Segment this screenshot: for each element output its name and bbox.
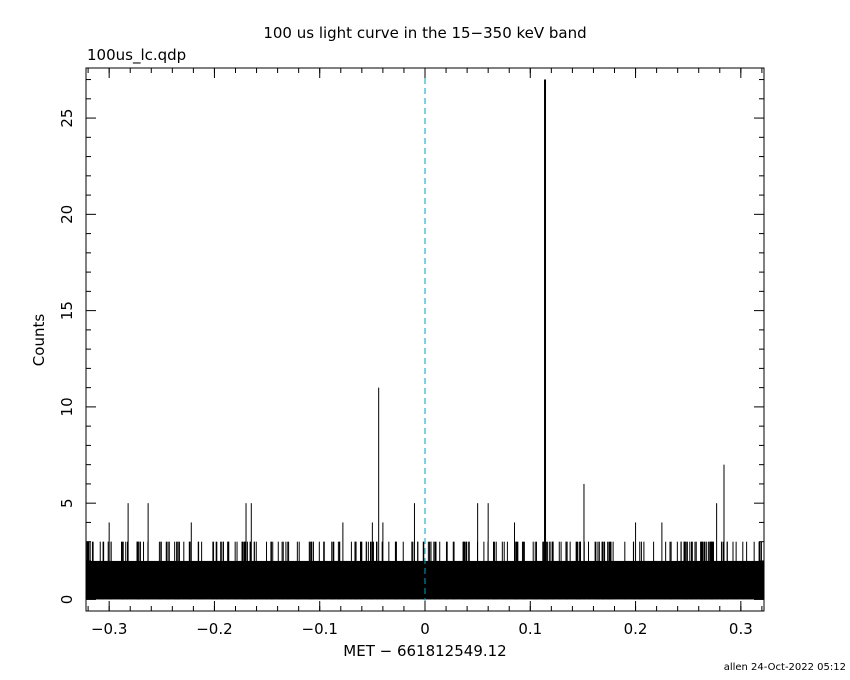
x-axis-label: MET − 661812549.12 [343, 642, 506, 660]
count-bars [85, 541, 764, 600]
y-tick-label: 10 [58, 397, 76, 416]
count-spikes [108, 79, 725, 600]
y-tick-label: 0 [58, 595, 76, 605]
footer-stamp: allen 24-Oct-2022 05:12 [723, 662, 846, 673]
x-tick-label: −0.3 [91, 620, 127, 638]
x-tick-label: 0.2 [624, 620, 648, 638]
x-tick-label: −0.2 [196, 620, 232, 638]
y-tick-label: 20 [58, 205, 76, 224]
y-tick-label: 25 [58, 109, 76, 128]
y-axis-label: Counts [30, 314, 48, 367]
x-tick-label: −0.1 [302, 620, 338, 638]
y-tick-label: 5 [58, 498, 76, 508]
x-tick-label: 0.1 [518, 620, 542, 638]
file-label: 100us_lc.qdp [87, 46, 186, 65]
axis-ticks: −0.3 −0.2 −0.1 0 0.1 0.2 0.3 0 5 10 15 20 25 [58, 68, 764, 638]
plot-frame [85, 67, 765, 612]
chart-title: 100 us light curve in the 15−350 keV ban… [263, 24, 586, 42]
x-tick-label: 0.3 [729, 620, 753, 638]
x-tick-label: 0 [420, 620, 430, 638]
y-tick-label: 15 [58, 301, 76, 320]
